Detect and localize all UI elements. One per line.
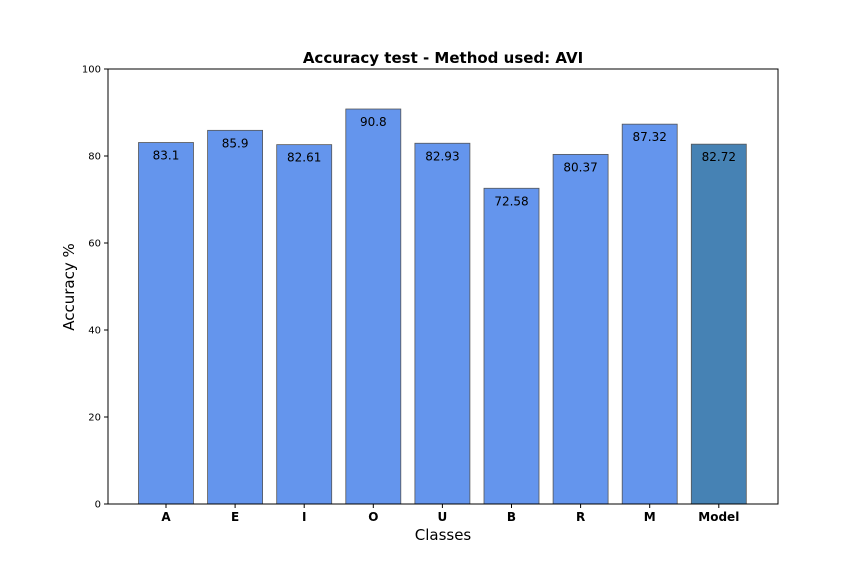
y-tick-label-20: 20 — [88, 413, 101, 424]
data-label-b: 72.58 — [494, 194, 528, 208]
x-axis-label: Classes — [415, 526, 472, 544]
data-label-u: 82.93 — [425, 149, 459, 163]
data-label-i: 82.61 — [287, 151, 321, 165]
x-tick-label-m: M — [644, 510, 656, 524]
data-label-model: 82.72 — [702, 150, 736, 164]
bar-model — [690, 143, 747, 505]
y-tick-label-60: 60 — [88, 239, 101, 250]
bar-b — [483, 187, 540, 505]
plot-area: 83.1 A 85.9 E 82.61 I 90.8 O 82.93 U 72.58 B 80.37 R 8… — [82, 65, 779, 524]
y-tick-label-100: 100 — [82, 65, 101, 76]
bar-r — [552, 153, 609, 505]
bar-e — [207, 129, 264, 505]
y-tick-label-0: 0 — [95, 500, 101, 511]
chart-title: Accuracy test - Method used: AVI — [303, 49, 583, 67]
x-tick-label-r: R — [576, 510, 585, 524]
x-tick-label-u: U — [438, 510, 448, 524]
x-tick-label-b: B — [507, 510, 516, 524]
bar-u — [414, 142, 471, 505]
axes-frame — [107, 68, 779, 505]
data-label-a: 83.1 — [153, 149, 180, 163]
data-label-m: 87.32 — [633, 130, 667, 144]
data-label-r: 80.37 — [563, 160, 597, 174]
x-tick-label-o: O — [368, 510, 378, 524]
data-label-o: 90.8 — [360, 115, 387, 129]
data-label-e: 85.9 — [222, 136, 249, 150]
x-tick-label-i: I — [302, 510, 306, 524]
bar-a — [138, 142, 194, 505]
x-tick-label-model: Model — [698, 510, 739, 524]
y-axis-label: Accuracy % — [60, 243, 78, 331]
bar-m — [621, 123, 678, 505]
bar-i — [276, 144, 333, 505]
y-tick-label-40: 40 — [88, 326, 101, 337]
bar-o — [345, 108, 402, 505]
x-tick-label-e: E — [231, 510, 239, 524]
y-tick-label-80: 80 — [88, 152, 101, 163]
x-tick-label-a: A — [161, 510, 171, 524]
